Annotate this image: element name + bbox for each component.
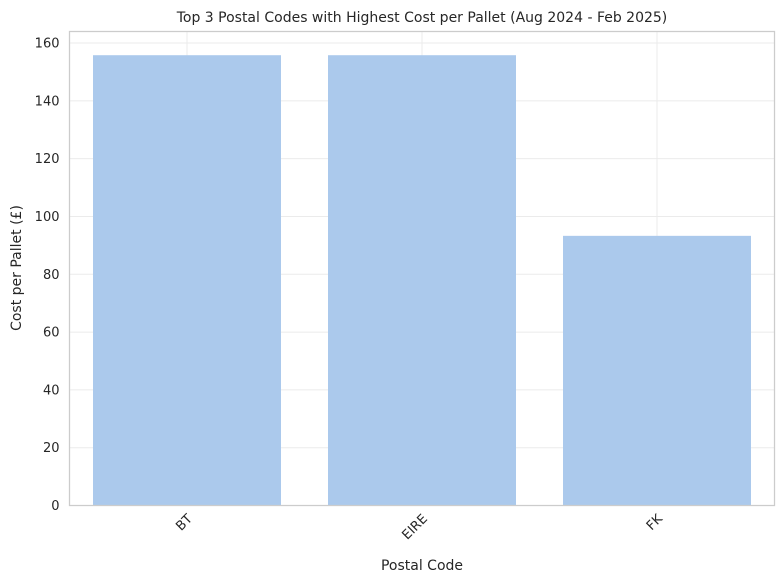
chart-title: Top 3 Postal Codes with Highest Cost per…	[176, 10, 668, 26]
y-tick-label: 40	[43, 383, 60, 398]
y-tick-label: 0	[51, 499, 59, 514]
y-tick-label: 80	[43, 268, 60, 283]
x-tick-label: BT	[173, 512, 196, 535]
bar-bt	[93, 55, 281, 506]
y-axis-ticks: 0 20 40 60 80 100 120 140 160	[35, 37, 60, 514]
x-tick-label: EIRE	[400, 512, 431, 543]
bars	[93, 55, 751, 506]
y-tick-label: 20	[43, 441, 60, 456]
y-axis-label: Cost per Pallet (£)	[9, 205, 25, 331]
bar-eire	[328, 55, 516, 506]
plot-frame	[68, 30, 776, 507]
y-tick-label: 120	[35, 152, 60, 167]
x-axis-ticks: BT EIRE FK	[173, 511, 666, 543]
x-axis-label: Postal Code	[381, 558, 463, 574]
y-tick-label: 160	[35, 37, 60, 52]
bar-fk	[563, 235, 751, 506]
y-tick-label: 60	[43, 326, 60, 341]
y-tick-label: 100	[35, 210, 60, 225]
y-tick-label: 140	[35, 94, 60, 109]
x-tick-label: FK	[644, 511, 666, 533]
